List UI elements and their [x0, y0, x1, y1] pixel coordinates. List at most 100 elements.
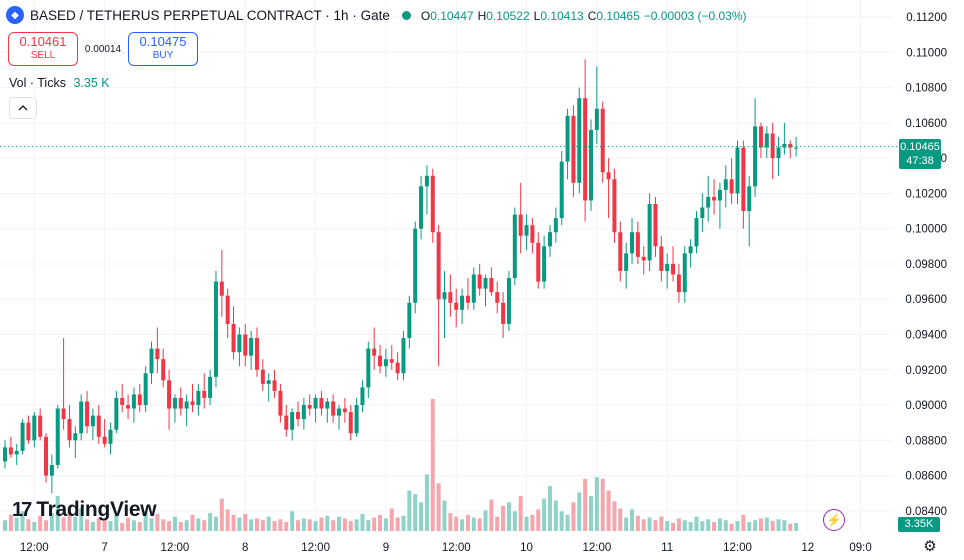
candle [465, 278, 470, 310]
volume-bar [190, 514, 195, 531]
candle-body [536, 242, 541, 282]
volume-legend-value: 3.35 K [73, 76, 110, 90]
candle-body [430, 175, 435, 233]
volume-bar [366, 520, 371, 531]
volume-bar [542, 498, 547, 531]
candle-body [671, 263, 676, 275]
candle-body [114, 397, 119, 430]
volume-bars [3, 399, 799, 531]
candle [477, 263, 482, 296]
candle-body [506, 278, 511, 324]
candle [583, 59, 588, 222]
candle-body [571, 115, 576, 183]
candle-body [501, 302, 506, 324]
candle [729, 158, 734, 204]
candle-body [395, 362, 400, 374]
candle [589, 119, 593, 212]
gear-icon[interactable]: ⚙ [923, 538, 937, 555]
candle-body [120, 397, 125, 406]
volume-bar [38, 515, 43, 531]
volume-bar [659, 516, 664, 531]
candle-body [20, 422, 25, 451]
lightning-icon[interactable]: ⚡ [823, 509, 845, 531]
candle-body [172, 397, 177, 409]
candle-body [325, 401, 330, 409]
candle-body [149, 348, 154, 374]
candle-body [348, 412, 353, 434]
tradingview-logo[interactable]: 17 TradingView [12, 498, 157, 522]
buy-button[interactable]: 0.10475 BUY [128, 32, 198, 66]
candle [196, 383, 201, 416]
candle [296, 401, 300, 427]
sell-button[interactable]: 0.10461 SELL [8, 32, 78, 66]
candle-body [3, 447, 7, 462]
price-tick-label: 0.10200 [905, 188, 947, 200]
candle [694, 211, 699, 254]
volume-bar [407, 490, 412, 531]
time-axis[interactable]: 12:00 7 12:00 8 12:00 9 12:00 10 12:00 11 12:00 12 0… [20, 542, 872, 554]
candle [430, 168, 435, 243]
bar-countdown: 47:38 [906, 154, 934, 167]
volume-bar [108, 521, 113, 531]
candle [542, 235, 547, 289]
candle-body [278, 390, 283, 416]
volume-bar [114, 514, 119, 531]
candle [501, 292, 506, 339]
candle-body [73, 433, 78, 441]
volume-bar [471, 517, 476, 531]
ohlc-value: 0.10522 [486, 8, 530, 23]
volume-bar [196, 518, 201, 531]
volume-bar [483, 510, 488, 531]
candle-body [137, 394, 142, 406]
candle [155, 327, 160, 374]
candle [641, 246, 646, 275]
candle [85, 390, 90, 434]
candle-body [647, 203, 652, 261]
ohlc-value: 0.10447 [430, 8, 474, 23]
volume-bar [85, 519, 90, 531]
volume-legend[interactable]: Vol · Ticks 3.35 K [9, 76, 110, 90]
price-tick-label: 0.09000 [905, 400, 947, 412]
candle-body [770, 133, 775, 159]
candle-body [55, 408, 60, 465]
volume-bar [495, 516, 500, 531]
volume-bar [618, 508, 623, 531]
candle [676, 263, 681, 303]
volume-bar [143, 511, 148, 531]
candle-body [61, 408, 66, 420]
collapse-legend-button[interactable] [9, 97, 37, 119]
volume-bar [14, 517, 19, 531]
candle [342, 397, 347, 423]
candle-body [372, 348, 377, 356]
candle [395, 352, 400, 381]
candle [114, 390, 119, 434]
gem-icon[interactable]: ◆ [6, 6, 24, 24]
volume-bar [671, 522, 676, 531]
candle-body [641, 256, 646, 261]
candle [489, 267, 494, 296]
candle [448, 274, 453, 317]
candle [307, 394, 312, 416]
volume-bar [372, 517, 377, 531]
volume-bar [378, 514, 383, 531]
candle-body [717, 189, 722, 201]
candle-body [126, 405, 131, 409]
candle [8, 436, 13, 458]
candle-body [90, 415, 95, 427]
symbol-title[interactable]: BASED / TETHERUS PERPETUAL CONTRACT · 1h… [30, 7, 390, 23]
price-axis[interactable]: 0.112000.110000.108000.106000.104000.102… [905, 12, 947, 518]
volume-bar [747, 522, 752, 531]
candle-body [624, 253, 629, 271]
candle-body [758, 126, 763, 148]
candle [55, 405, 60, 469]
candle [530, 218, 535, 254]
candle-body [424, 175, 429, 187]
volume-bar [26, 519, 31, 531]
price-tick-label: 0.09200 [905, 365, 947, 377]
candle [624, 242, 629, 289]
ohlc-key: C [587, 8, 597, 23]
volume-bar [571, 502, 576, 531]
candle-body [618, 232, 623, 271]
candle-body [272, 380, 277, 391]
